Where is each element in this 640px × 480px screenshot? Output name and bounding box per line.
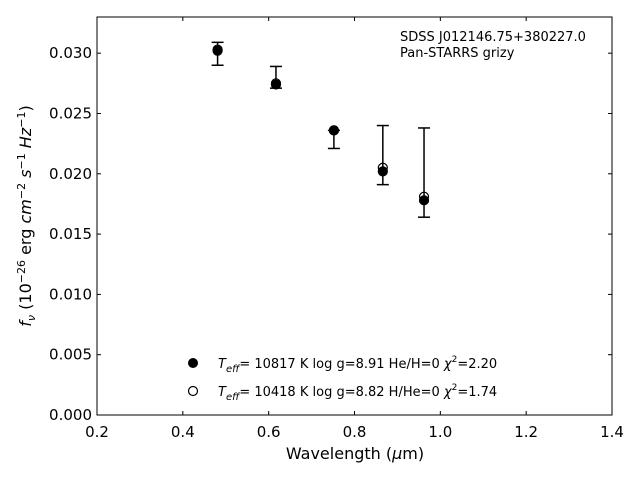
- y-tick-label: 0.025: [49, 104, 92, 122]
- legend-marker-open: [187, 385, 199, 397]
- model-point-filled: [377, 166, 388, 177]
- y-axis-label: fν (10−26 erg cm−2 s−1 Hz−1): [15, 105, 38, 326]
- annotation-object-name: SDSS J012146.75+380227.0: [400, 30, 586, 45]
- x-tick-label: 0.4: [171, 423, 195, 441]
- y-axis-ticks: 0.000 0.005 0.010 0.015 0.020 0.025 0.030: [49, 44, 612, 424]
- model-point-filled: [418, 195, 430, 206]
- annotation-survey: Pan-STARRS grizy: [400, 46, 515, 61]
- x-tick-label: 1.4: [600, 423, 624, 441]
- model-point-open: [418, 191, 430, 202]
- legend-marker-filled: [188, 358, 198, 368]
- y-tick-label: 0.000: [49, 406, 92, 424]
- x-axis-label: Wavelength (μm): [286, 444, 424, 463]
- x-tick-label: 0.6: [257, 423, 281, 441]
- x-axis-ticks: 0.2 0.4 0.6 0.8 1.0 1.2 1.4: [85, 17, 624, 441]
- model-point-open: [212, 44, 223, 55]
- legend: Teff= 10817 K log g=8.91 He/H=0 χ2=2.20 …: [187, 355, 497, 403]
- model-point-open: [270, 78, 282, 89]
- y-tick-label: 0.020: [49, 165, 92, 183]
- data-markers: [212, 44, 430, 206]
- y-tick-label: 0.015: [49, 225, 92, 243]
- x-tick-label: 1.0: [428, 423, 452, 441]
- legend-entry-open: Teff= 10418 K log g=8.82 H/He=0 χ2=1.74: [218, 383, 497, 403]
- legend-entry-filled: Teff= 10817 K log g=8.91 He/H=0 χ2=2.20: [218, 355, 497, 375]
- x-tick-label: 1.2: [514, 423, 538, 441]
- model-point-open: [377, 162, 388, 173]
- model-point-open: [328, 125, 339, 136]
- y-tick-label: 0.005: [49, 346, 92, 364]
- x-tick-label: 0.8: [343, 423, 367, 441]
- y-tick-label: 0.030: [49, 44, 92, 62]
- x-tick-label: 0.2: [85, 423, 109, 441]
- y-tick-label: 0.010: [49, 285, 92, 303]
